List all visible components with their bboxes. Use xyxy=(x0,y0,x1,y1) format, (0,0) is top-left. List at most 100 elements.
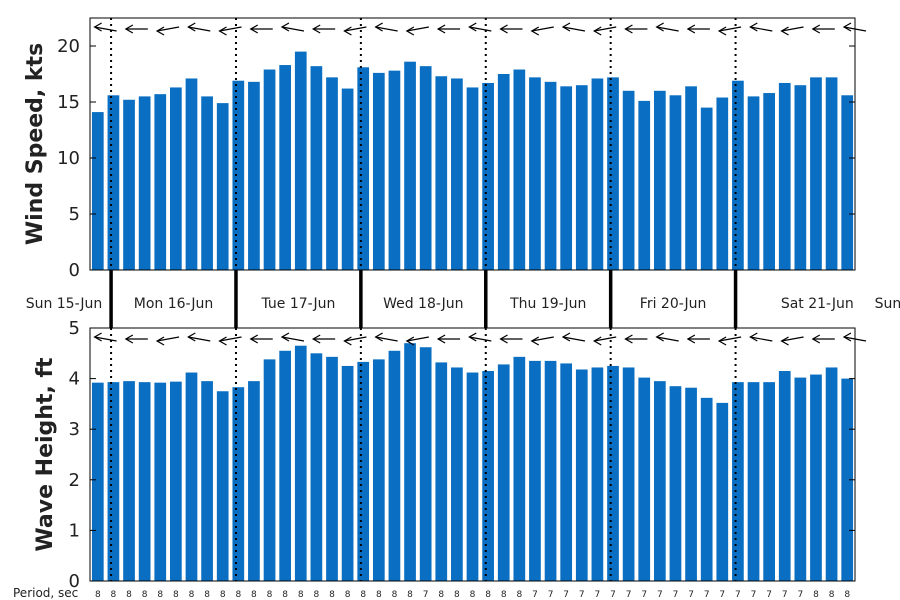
wind-speed-bar xyxy=(138,96,151,271)
period-value: 8 xyxy=(204,590,210,600)
wave-height-bar xyxy=(326,356,338,581)
wind-speed-bar xyxy=(669,95,682,270)
direction-arrowhead xyxy=(249,24,259,34)
wave-height-bar xyxy=(185,372,198,581)
wave-height-bar xyxy=(497,364,510,581)
direction-arrowhead xyxy=(187,332,196,342)
y-tick-label: 3 xyxy=(69,419,80,440)
direction-arrowhead xyxy=(686,334,696,344)
wave-height-bar xyxy=(201,381,213,581)
wave-height-bar xyxy=(700,397,713,581)
wave-height-bar xyxy=(622,367,635,581)
wave-height-bar xyxy=(825,367,838,581)
direction-arrow xyxy=(219,336,242,342)
y-tick-label: 1 xyxy=(69,520,80,541)
wave-height-bar xyxy=(263,359,276,581)
direction-arrow xyxy=(344,336,367,342)
period-value: 7 xyxy=(782,590,788,600)
wave-height-bar xyxy=(388,350,401,581)
wind-speed-bar xyxy=(404,61,416,271)
wave-height-bar xyxy=(529,360,541,581)
wind-speed-bar xyxy=(591,78,604,270)
wind-speed-bar xyxy=(451,78,463,270)
wave-height-bar xyxy=(794,377,807,581)
period-value: 8 xyxy=(376,590,382,600)
direction-arrow xyxy=(531,26,554,32)
wind-speed-bar xyxy=(497,74,510,270)
direction-arrow xyxy=(406,336,429,342)
wave-height-bar xyxy=(513,356,526,581)
direction-arrow xyxy=(843,336,867,342)
direction-arrowhead xyxy=(561,22,571,32)
period-value: 8 xyxy=(829,590,835,600)
wind-speed-bar xyxy=(653,90,666,270)
y-tick-label: 2 xyxy=(69,470,80,491)
period-value: 8 xyxy=(516,590,522,600)
direction-arrowhead xyxy=(155,336,165,346)
direction-arrowhead xyxy=(592,336,602,346)
wave-height-bar xyxy=(482,371,494,581)
wind-speed-bar xyxy=(513,69,526,271)
wave-height-bar xyxy=(279,350,292,581)
wave-height-bar xyxy=(216,391,229,581)
wave-height-bar xyxy=(451,367,463,581)
direction-arrow xyxy=(94,26,117,32)
period-value: 8 xyxy=(407,590,413,600)
direction-arrow xyxy=(594,336,617,342)
period-label: Period, sec xyxy=(13,586,78,600)
wind-speed-bar xyxy=(622,90,635,270)
direction-arrow xyxy=(781,336,804,342)
wave-height-bar xyxy=(841,378,854,581)
direction-arrowhead xyxy=(499,334,508,344)
period-value: 7 xyxy=(626,590,632,600)
direction-arrowhead xyxy=(811,24,821,34)
period-value: 8 xyxy=(485,590,491,600)
wind-speed-bar xyxy=(482,82,494,271)
y-tick-label: 15 xyxy=(57,92,80,113)
period-value: 8 xyxy=(298,590,304,600)
direction-arrowhead xyxy=(655,332,664,342)
wind-speed-bar xyxy=(638,100,651,270)
wave-height-bar xyxy=(763,382,775,581)
period-value: 7 xyxy=(610,590,616,600)
wind-speed-bar xyxy=(326,77,338,270)
period-value: 8 xyxy=(360,590,366,600)
direction-arrowhead xyxy=(624,334,633,344)
direction-arrowhead xyxy=(749,22,758,32)
wind-speed-bar xyxy=(357,67,370,270)
wind-speed-bar xyxy=(685,86,697,270)
direction-arrow xyxy=(843,26,867,32)
wind-speed-bar xyxy=(91,112,104,270)
wind-speed-bar xyxy=(544,81,557,270)
wind-speed-bar xyxy=(170,87,182,270)
wind-speed-bar xyxy=(388,70,401,270)
wave-height-bar xyxy=(372,359,385,581)
period-value: 8 xyxy=(392,590,398,600)
wave-height-bar xyxy=(778,371,791,581)
direction-arrow xyxy=(656,26,679,32)
direction-arrow xyxy=(562,26,586,32)
direction-arrowhead xyxy=(187,22,196,32)
wind-speed-bar xyxy=(232,80,245,270)
direction-arrowhead xyxy=(311,24,321,34)
direction-arrowhead xyxy=(436,24,446,34)
wave-height-bar xyxy=(466,372,479,581)
wind-speed-bar xyxy=(185,78,198,270)
wave-axes-frame xyxy=(89,327,856,582)
wind-speed-bar xyxy=(700,107,713,270)
direction-arrow xyxy=(281,336,305,342)
direction-arrowhead xyxy=(592,26,602,36)
wave-height-bar xyxy=(123,381,135,581)
wave-height-bar xyxy=(248,381,260,581)
direction-arrow xyxy=(594,26,617,32)
wind-speed-bar xyxy=(248,81,260,270)
direction-arrowhead xyxy=(343,336,352,346)
direction-arrow xyxy=(469,336,492,342)
wind-speed-bar xyxy=(201,96,213,271)
wave-height-bar xyxy=(653,381,666,581)
wave-height-bar xyxy=(607,365,619,581)
wind-speed-bar xyxy=(529,77,541,270)
wind-speed-bar xyxy=(310,66,323,270)
direction-arrowhead xyxy=(93,332,102,342)
direction-arrow xyxy=(219,26,242,32)
